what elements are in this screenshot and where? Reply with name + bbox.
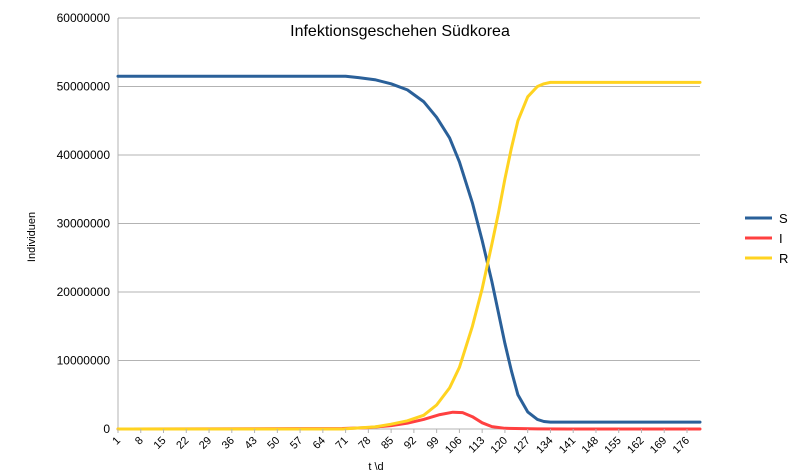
y-tick-label: 10000000 bbox=[57, 354, 111, 368]
y-tick-label: 60000000 bbox=[57, 11, 111, 25]
chart-title: Infektionsgeschehen Südkorea bbox=[290, 23, 510, 40]
x-tick-label: 8 bbox=[133, 435, 146, 448]
legend-label-r: R bbox=[779, 251, 788, 266]
x-tick-label: 85 bbox=[379, 435, 396, 452]
grid-lines bbox=[117, 17, 700, 430]
legend-label-s: S bbox=[779, 211, 788, 226]
legend-label-i: I bbox=[779, 231, 783, 246]
x-tick-label: 99 bbox=[425, 435, 442, 452]
x-tick-label: 43 bbox=[243, 435, 260, 452]
x-tick-label: 29 bbox=[197, 435, 214, 452]
x-tick-label: 57 bbox=[288, 435, 305, 452]
y-tick-label: 0 bbox=[103, 422, 110, 436]
x-tick-label: 120 bbox=[489, 435, 510, 456]
x-tick-label: 134 bbox=[534, 435, 555, 456]
y-axis-ticks: 0 10000000 20000000 30000000 40000000 5000000… bbox=[57, 11, 111, 436]
x-tick-label: 92 bbox=[402, 435, 419, 452]
x-tick-label: 155 bbox=[602, 435, 623, 456]
x-axis-ticks: 1 8 15 22 29 36 43 50 57 64 71 78 85 92 99 106 113 120 127… bbox=[110, 429, 692, 456]
x-tick-label: 64 bbox=[311, 435, 328, 452]
x-tick-label: 36 bbox=[220, 435, 237, 452]
x-tick-label: 113 bbox=[466, 435, 487, 456]
y-axis-label: Individuen bbox=[26, 212, 38, 262]
x-tick-label: 127 bbox=[511, 435, 532, 456]
x-tick-label: 71 bbox=[334, 435, 351, 452]
x-tick-label: 15 bbox=[151, 435, 168, 452]
x-tick-label: 148 bbox=[580, 435, 601, 456]
x-tick-label: 141 bbox=[557, 435, 578, 456]
x-tick-label: 176 bbox=[671, 435, 692, 456]
y-tick-label: 40000000 bbox=[57, 148, 111, 162]
y-tick-label: 30000000 bbox=[57, 217, 111, 231]
x-tick-label: 22 bbox=[174, 435, 191, 452]
series-line-r bbox=[116, 80, 702, 431]
series-lines bbox=[116, 74, 702, 431]
x-tick-label: 1 bbox=[110, 435, 123, 448]
y-tick-label: 50000000 bbox=[57, 80, 111, 94]
x-tick-label: 50 bbox=[265, 435, 282, 452]
x-axis-label: t \d bbox=[368, 461, 383, 473]
x-tick-label: 162 bbox=[625, 435, 646, 456]
y-tick-label: 20000000 bbox=[57, 285, 111, 299]
x-tick-label: 106 bbox=[443, 435, 464, 456]
x-tick-label: 78 bbox=[356, 435, 373, 452]
x-tick-label: 169 bbox=[648, 435, 669, 456]
series-line-s bbox=[116, 74, 702, 424]
legend: SIR bbox=[745, 211, 788, 266]
